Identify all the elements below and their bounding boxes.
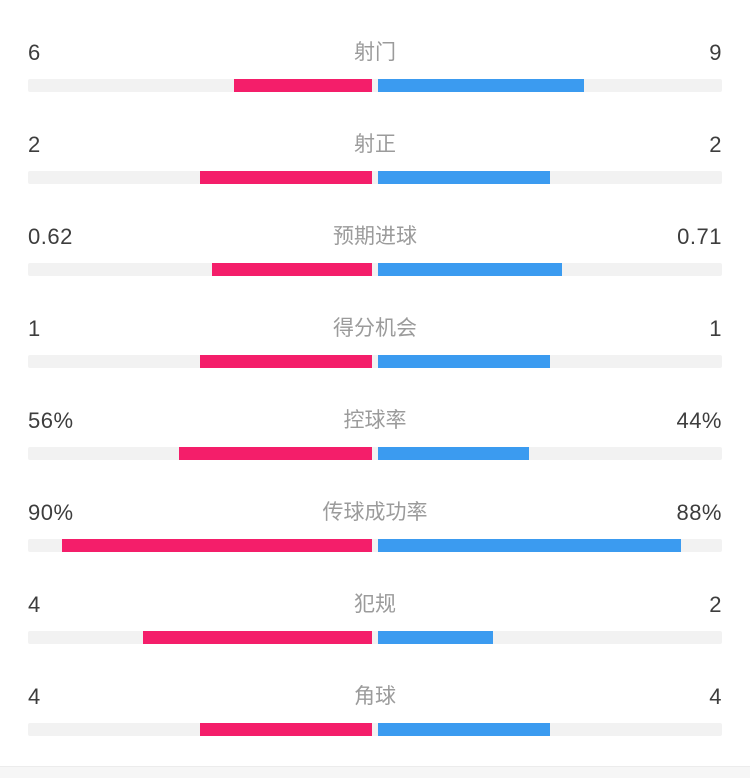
away-bar-half (375, 539, 722, 552)
away-value: 0.71 (677, 224, 722, 249)
stat-row-header: 1 得分机会 1 (28, 317, 722, 341)
stat-row-header: 4 角球 4 (28, 685, 722, 709)
away-value: 4 (709, 684, 722, 709)
stat-label: 射门 (354, 41, 396, 64)
home-bar (211, 263, 372, 276)
stat-row: 6 射门 9 (28, 20, 722, 112)
home-bar-half (28, 631, 375, 644)
stat-bar-track (28, 723, 722, 736)
stat-row: 2 射正 2 (28, 112, 722, 204)
home-value: 4 (28, 592, 41, 617)
stat-row-header: 4 犯规 2 (28, 593, 722, 617)
away-bar-half (375, 171, 722, 184)
stat-row-header: 90% 传球成功率 88% (28, 501, 722, 525)
away-bar-half (375, 355, 722, 368)
away-bar-half (375, 263, 722, 276)
stats-rows-container: 6 射门 9 2 射正 2 0.62 (28, 20, 722, 756)
stat-label: 犯规 (354, 593, 396, 616)
home-bar (234, 79, 372, 92)
home-bar-half (28, 171, 375, 184)
away-value: 88% (676, 500, 722, 525)
home-bar (142, 631, 372, 644)
away-bar (378, 171, 550, 184)
away-bar (378, 263, 562, 276)
stat-row-header: 0.62 预期进球 0.71 (28, 225, 722, 249)
stat-row-header: 6 射门 9 (28, 41, 722, 65)
away-value: 1 (709, 316, 722, 341)
home-bar-half (28, 723, 375, 736)
away-bar-half (375, 447, 722, 460)
stat-row: 90% 传球成功率 88% (28, 480, 722, 572)
stat-row: 56% 控球率 44% (28, 388, 722, 480)
home-bar (200, 355, 372, 368)
stat-row: 1 得分机会 1 (28, 296, 722, 388)
away-value: 44% (676, 408, 722, 433)
stat-label: 控球率 (343, 409, 407, 432)
home-bar (179, 447, 372, 460)
stat-bar-track (28, 355, 722, 368)
away-bar (378, 79, 585, 92)
home-bar-half (28, 355, 375, 368)
away-value: 9 (709, 40, 722, 65)
home-bar (200, 171, 372, 184)
home-value: 90% (28, 500, 74, 525)
home-bar-half (28, 79, 375, 92)
stat-row-header: 56% 控球率 44% (28, 409, 722, 433)
home-bar-half (28, 539, 375, 552)
away-bar-half (375, 631, 722, 644)
home-value: 2 (28, 132, 41, 157)
away-bar-half (375, 79, 722, 92)
home-bar (200, 723, 372, 736)
stat-label: 射正 (354, 133, 396, 156)
stat-bar-track (28, 539, 722, 552)
home-value: 6 (28, 40, 41, 65)
stat-label: 得分机会 (333, 317, 417, 340)
stat-bar-track (28, 263, 722, 276)
away-bar (378, 447, 530, 460)
away-bar-half (375, 723, 722, 736)
stat-label: 传球成功率 (322, 501, 428, 524)
stat-bar-track (28, 631, 722, 644)
bottom-separator-strip (0, 766, 750, 778)
away-value: 2 (709, 132, 722, 157)
stat-label: 预期进球 (333, 225, 417, 248)
home-value: 0.62 (28, 224, 73, 249)
stat-row: 4 角球 4 (28, 664, 722, 756)
away-bar (378, 355, 550, 368)
home-value: 56% (28, 408, 74, 433)
away-bar (378, 631, 493, 644)
stat-label: 角球 (354, 685, 396, 708)
stat-bar-track (28, 79, 722, 92)
away-value: 2 (709, 592, 722, 617)
stat-row: 4 犯规 2 (28, 572, 722, 664)
home-value: 4 (28, 684, 41, 709)
home-bar-half (28, 263, 375, 276)
home-bar (62, 539, 372, 552)
stat-row: 0.62 预期进球 0.71 (28, 204, 722, 296)
away-bar (378, 723, 550, 736)
home-bar-half (28, 447, 375, 460)
home-value: 1 (28, 316, 41, 341)
stat-row-header: 2 射正 2 (28, 133, 722, 157)
stat-bar-track (28, 171, 722, 184)
stat-bar-track (28, 447, 722, 460)
away-bar (378, 539, 681, 552)
